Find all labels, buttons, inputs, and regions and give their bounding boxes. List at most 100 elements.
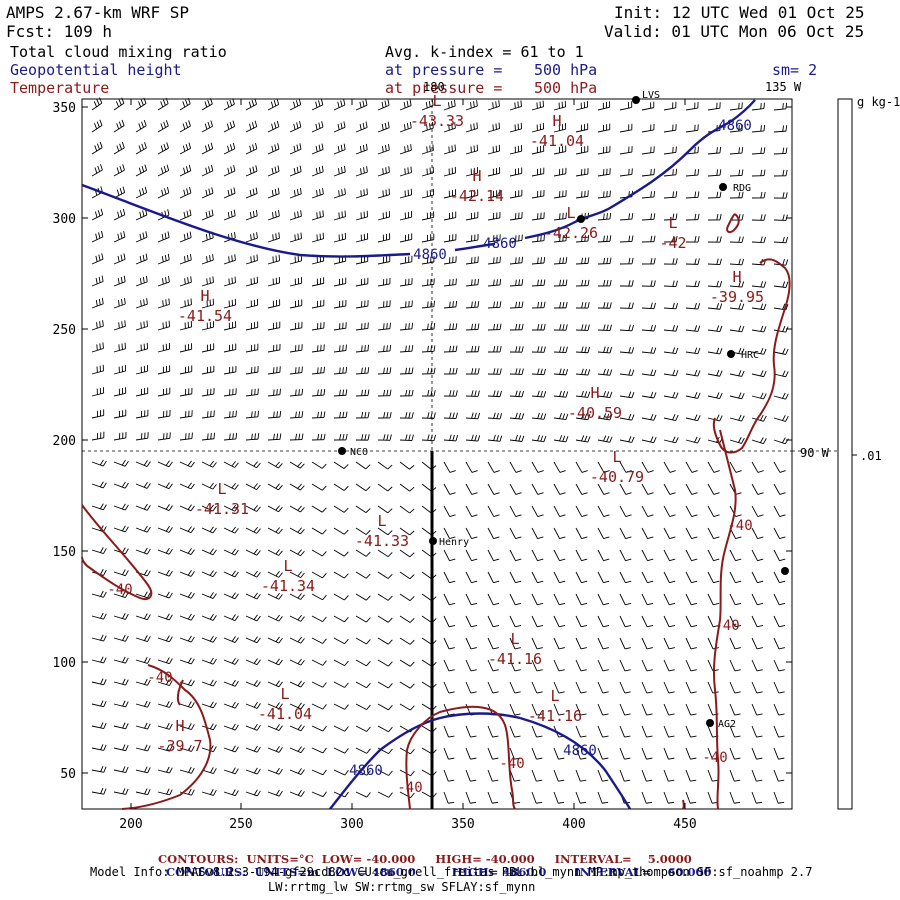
wind-barb (157, 253, 170, 265)
temp-contour (405, 705, 516, 810)
wind-barb (267, 724, 283, 731)
height-contours-label: CONTOURS: (166, 865, 247, 879)
wind-barb (267, 614, 283, 622)
wind-barb (289, 746, 305, 754)
wind-barb (773, 637, 785, 650)
wind-barb (245, 366, 259, 375)
wind-barb (135, 231, 148, 243)
wind-barb (113, 142, 125, 155)
wind-barb (421, 483, 437, 492)
wind-barb (597, 725, 609, 738)
wind-barb (113, 481, 129, 489)
wind-barb (311, 527, 327, 535)
wind-barb (597, 368, 613, 376)
wind-barb (91, 765, 107, 773)
wind-barb (201, 460, 217, 468)
station-nco: NCO (338, 447, 368, 458)
wind-barb (663, 101, 677, 111)
wind-barb (641, 769, 653, 782)
wind-barb (509, 483, 522, 495)
wind-barb (223, 209, 236, 221)
wind-barbs (91, 97, 789, 804)
wind-barb (267, 549, 283, 556)
temp-contour (81, 504, 153, 601)
wind-barb (333, 461, 349, 470)
wind-barb (421, 571, 437, 580)
wind-barb (487, 681, 499, 694)
wind-barb (619, 505, 632, 517)
wind-barb (751, 102, 765, 111)
wind-barb (597, 346, 613, 354)
wind-barb (509, 279, 524, 287)
wind-barb (289, 254, 303, 265)
wind-barb (333, 571, 349, 579)
wind-barb (311, 791, 327, 798)
wind-barb (773, 571, 786, 584)
wind-barb (487, 100, 500, 111)
wind-barb (267, 165, 280, 177)
wind-barb (575, 257, 590, 265)
wind-barb (157, 766, 173, 774)
wind-barb (641, 461, 654, 473)
wind-barb (487, 769, 499, 782)
wind-barb (311, 725, 327, 732)
wind-barb (773, 791, 785, 804)
wind-barb (553, 681, 565, 694)
wind-barb (421, 434, 436, 442)
wind-barb (157, 387, 171, 397)
wind-barb (641, 213, 656, 221)
wind-barb (113, 297, 126, 309)
wind-barb (333, 277, 347, 287)
wind-barb (135, 298, 148, 309)
wind-barb (399, 571, 415, 580)
wind-barb (641, 681, 653, 694)
wind-barb (575, 483, 588, 495)
wind-barb (157, 504, 173, 511)
wind-barb (597, 461, 610, 473)
wind-barb (619, 235, 634, 243)
wind-barb (751, 281, 767, 288)
wind-barb (707, 527, 720, 540)
wind-barb (377, 461, 393, 470)
wind-barb (553, 791, 565, 804)
wind-barb (509, 122, 523, 133)
wind-barb (443, 211, 457, 221)
temp-contour (682, 799, 685, 810)
wind-barb (289, 366, 303, 375)
lon-label-mid: 90 W (800, 446, 829, 460)
height-contour (519, 716, 632, 810)
wind-barb (289, 321, 303, 331)
wind-barb (531, 637, 543, 650)
wind-barb (399, 322, 414, 331)
wind-barb (509, 593, 522, 606)
x-tick-label: 350 (451, 817, 474, 832)
wind-barb (443, 99, 456, 111)
wind-barb (641, 391, 657, 399)
wind-barb (157, 679, 173, 686)
wind-barb (91, 387, 105, 397)
wind-barb (223, 636, 239, 643)
wind-barb (179, 460, 195, 468)
wind-barb (201, 635, 217, 643)
wind-barb (377, 571, 393, 579)
wind-barb (641, 280, 656, 287)
wind-barb (641, 483, 654, 495)
wind-barb (619, 391, 635, 399)
wind-barb (641, 235, 656, 243)
wind-barb (509, 234, 523, 243)
station-marker (781, 567, 789, 575)
wind-barb (135, 409, 149, 419)
wind-barb (333, 791, 349, 798)
height-interval-label: INTERVAL= (574, 865, 652, 879)
wind-barb (619, 747, 631, 760)
wind-barb (443, 278, 457, 287)
wind-barb (399, 121, 412, 133)
wind-barb (773, 549, 786, 562)
x-tick-label: 450 (673, 817, 696, 832)
wind-barb (729, 791, 741, 804)
y-tick-label: 150 (53, 545, 76, 560)
temp-contour-label: -40 (727, 518, 752, 534)
wind-barb (553, 703, 565, 716)
wind-barb (245, 680, 261, 687)
wind-barb (641, 505, 654, 517)
